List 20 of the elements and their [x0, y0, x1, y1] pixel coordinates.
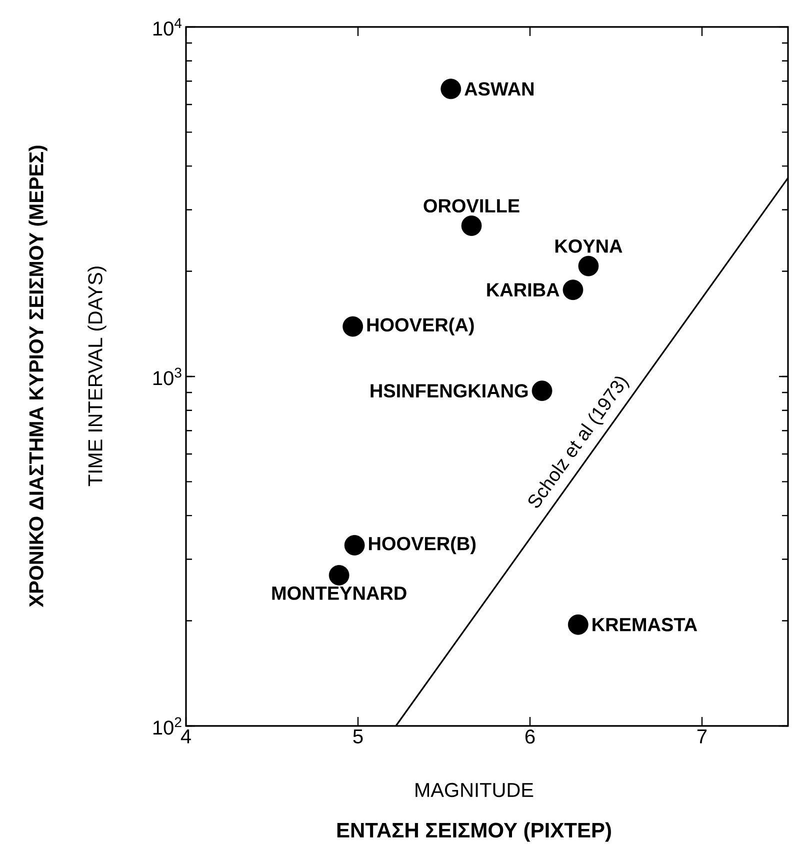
y-axis-title: TIME INTERVAL (DAYS): [88, 266, 106, 486]
annotation: MONTEYNARD: [272, 586, 406, 600]
x-tick-label: 5: [353, 730, 363, 744]
annotation: OROVILLE: [424, 199, 520, 213]
y-tick-label: 10$^{2}$: [153, 717, 182, 735]
y-tick-label: 10$^{4}$: [153, 18, 182, 36]
x-tick-label: 7: [697, 730, 707, 744]
annotation: HOOVER(B): [369, 536, 476, 554]
text: ΧΡΟΝΙΚΟ ΔΙΑΣΤΗΜΑ ΚΥΡΙΟΥ ΣΕΙΣΜΟΥ (ΜΕΡΕΣ): [28, 146, 48, 608]
annotation: KARIBA: [487, 283, 560, 296]
annotation: KOYNA: [555, 239, 622, 253]
x-tick-label: 4: [180, 730, 191, 744]
annotation: KREMASTA: [592, 618, 698, 632]
x-axis-title: MAGNITUDE: [416, 782, 534, 798]
x-tick-label: 6: [525, 730, 535, 744]
annotation: ASWAN: [464, 82, 534, 96]
annotation: HSINFENGKIANG: [370, 384, 528, 398]
annotation: HOOVER(A): [367, 318, 474, 336]
text: ΕΝΤΑΣΗ ΣΕΙΣΜΟΥ (ΡΙΧΤΕΡ): [337, 822, 611, 842]
y-tick-label: 10$^{3}$: [153, 368, 182, 386]
